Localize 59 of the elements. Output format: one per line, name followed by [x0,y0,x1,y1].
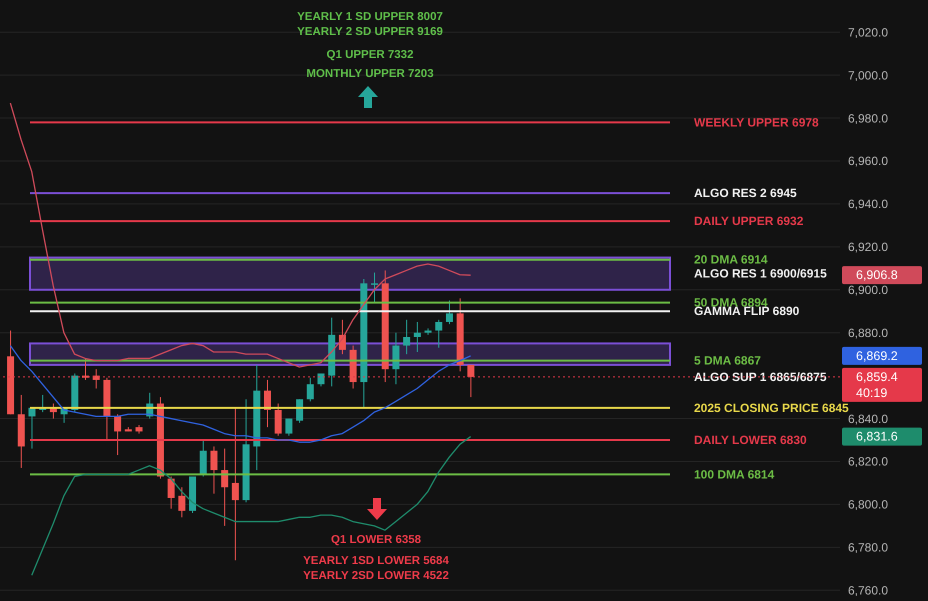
candlestick [435,319,442,348]
line-series [10,344,472,443]
candlestick [200,440,207,478]
band-label: ALGO SUP 1 6865/6875 [694,370,827,384]
y-tick-label: 6,980.0 [848,111,888,126]
annotation: MONTHLY UPPER 7203 [305,67,435,82]
y-tick-label: 6,900.0 [848,283,888,298]
candlestick [114,414,122,456]
y-tick-label: 6,780.0 [848,540,888,555]
annotation: YEARLY 2 SD UPPER 9169 [296,25,444,40]
candlestick [274,403,282,436]
ref-line-label: DAILY LOWER 6830 [694,433,808,448]
y-tick-label: 6,940.0 [848,197,888,212]
y-tick-label: 6,800.0 [848,498,888,512]
text: 6,831.6 [856,430,898,444]
y-tick-label: 6,920.0 [848,240,888,254]
candlestick [28,407,36,450]
y-tick-label: 6,820.0 [848,454,888,469]
candlestick [178,486,186,518]
ref-line-label: DAILY UPPER 6932 [694,214,804,228]
text: 6,906.8 [856,268,898,282]
candlestick [371,272,378,304]
y-tick-label: 7,000.0 [848,68,888,82]
candlestick [414,321,421,353]
ref-line-label: 2025 CLOSING PRICE 6845 [694,400,850,415]
annotation: YEARLY 1SD LOWER 5684 [302,554,450,569]
candlestick [168,476,175,510]
candlestick [446,300,453,325]
candlestick [264,379,271,428]
candlestick [210,446,218,494]
candlestick [82,358,89,380]
text: 6,869.2 [856,348,898,363]
ref-line-label: 20 DMA 6914 [694,252,768,267]
annotation: Q1 LOWER 6358 [330,533,422,548]
y-tick-label: 6,960.0 [848,154,888,168]
ref-line-label: 6,859.4 [856,370,898,384]
candlestick [232,407,239,561]
y-tick-label: 6,840.0 [848,412,888,426]
y-tick-label: 7,020.0 [848,25,888,40]
annotation: YEARLY 1 SD UPPER 8007 [296,10,444,25]
y-tick-label: 6,880.0 [848,326,888,340]
ref-line-label: 5 DMA 6867 [694,354,762,368]
y-tick-label: 6,760.0 [848,584,888,598]
ref-line-label: ALGO RES 2 6945 [694,186,798,200]
candlestick [403,319,410,355]
candlestick [296,398,304,424]
line-series [10,102,472,368]
candlestick [92,368,100,390]
candlestick [467,364,474,398]
annotation: YEARLY 2SD LOWER 4522 [302,569,450,584]
candlestick [318,372,324,387]
candlestick [285,418,292,436]
text: 40:19 [856,386,888,400]
band-label: ALGO RES 1 6900/6915 [694,266,828,281]
ref-line-label: 100 DMA 6814 [694,467,775,482]
candlestick [392,332,400,385]
ref-line-label: WEEKLY UPPER 6978 [694,115,820,130]
annotation: Q1 UPPER 7332 [326,48,414,63]
candlestick [306,377,314,402]
